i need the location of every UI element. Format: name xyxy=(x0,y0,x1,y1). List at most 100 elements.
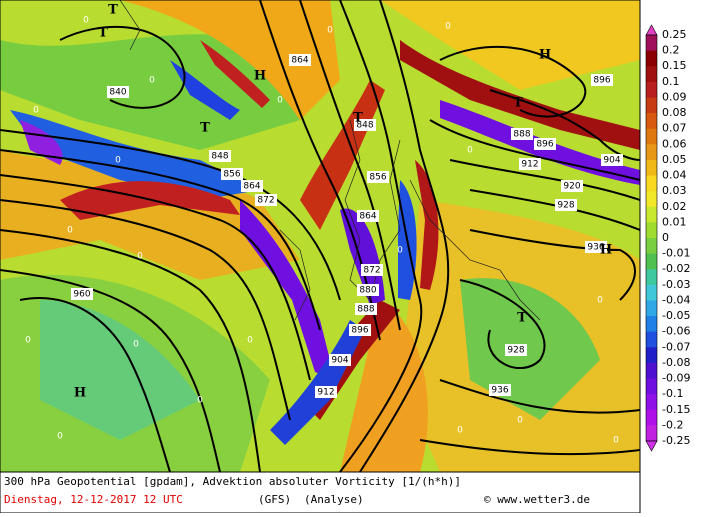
colorbar-label: 0.09 xyxy=(662,90,687,103)
contour-label-bg xyxy=(555,199,577,211)
colorbar-segment xyxy=(646,409,657,426)
colorbar-label: 0.02 xyxy=(662,200,687,213)
contour-label: 904 xyxy=(603,156,620,166)
contour-label: 840 xyxy=(109,88,126,98)
colorbar-label: 0.25 xyxy=(662,28,687,41)
pressure-center: T xyxy=(513,96,523,111)
contour-label-bg xyxy=(357,210,379,222)
colorbar: 0.25 0.2 0.15 0.1 0.09 0.08 0.07 0.06 0.05 0.04 0.… xyxy=(645,24,690,452)
colorbar-segment xyxy=(646,347,657,364)
colorbar-segment xyxy=(646,81,657,98)
contour-label-bg xyxy=(505,344,527,356)
zero-label: 0 xyxy=(327,26,333,36)
colorbar-label: -0.15 xyxy=(662,403,690,416)
colorbar-label: 0.06 xyxy=(662,137,687,150)
colorbar-segment xyxy=(646,191,657,208)
zero-label: 0 xyxy=(83,16,89,26)
colorbar-tip xyxy=(645,440,658,452)
contour-label-bg xyxy=(561,180,583,192)
caption-date: Dienstag, 12-12-2017 12 UTC xyxy=(4,493,183,506)
pressure-center: T xyxy=(200,121,210,136)
contour-label: 928 xyxy=(557,201,574,211)
colorbar-label: 0.2 xyxy=(662,44,680,57)
contour-label: 920 xyxy=(563,182,580,192)
colorbar-label: 0.01 xyxy=(662,215,687,228)
contour-label-bg xyxy=(519,158,541,170)
contours xyxy=(0,0,640,472)
contour-label-bg xyxy=(601,154,623,166)
caption-run: (Analyse) xyxy=(304,493,364,506)
contour-label: 864 xyxy=(291,56,308,66)
colorbar-segment xyxy=(646,159,657,177)
colorbar-frame xyxy=(645,34,658,442)
colorbar-label: -0.05 xyxy=(662,309,690,322)
zero-label: 0 xyxy=(67,226,73,236)
colorbar-label: -0.03 xyxy=(662,278,690,291)
contour-label-bg xyxy=(107,86,129,98)
colorbar-label: -0.02 xyxy=(662,262,690,275)
contour-label: 936 xyxy=(491,386,508,396)
colorbar-label: 0.05 xyxy=(662,153,687,166)
pressure-center: T xyxy=(108,3,118,18)
pressure-center: H xyxy=(74,386,86,401)
contour-label: 888 xyxy=(513,130,530,140)
caption-model: (GFS) xyxy=(258,493,291,506)
contour-label-bg xyxy=(71,288,93,300)
colorbar-label: 0.04 xyxy=(662,169,687,182)
colorbar-segment xyxy=(646,113,657,130)
zero-label: 0 xyxy=(25,336,31,346)
zero-label: 0 xyxy=(197,396,203,406)
contour-label: 888 xyxy=(357,305,374,315)
pressure-center: T xyxy=(98,26,108,41)
contour-label-bg xyxy=(591,74,613,86)
colorbar-segment xyxy=(646,362,657,380)
pressure-center: T xyxy=(517,311,527,326)
pressure-center: H xyxy=(600,243,612,258)
contour-label: 896 xyxy=(593,76,610,86)
colorbar-label: -0.09 xyxy=(662,372,690,385)
contour-label: 912 xyxy=(521,160,538,170)
colorbar-segment xyxy=(646,222,657,239)
pressure-center: H xyxy=(254,69,266,84)
colorbar-label: 0 xyxy=(662,231,669,244)
contour-label-bg xyxy=(289,54,311,66)
colorbar-segment xyxy=(646,144,657,161)
map-labels: 8408488568648728648488568648728808888969… xyxy=(25,3,623,446)
colorbar-segment xyxy=(646,175,657,192)
zero-label: 0 xyxy=(597,296,603,306)
contour-label: 856 xyxy=(223,170,240,180)
colorbar-label: 0.08 xyxy=(662,106,687,119)
contour-label-bg xyxy=(355,303,377,315)
colorbar-segment xyxy=(646,253,657,270)
colorbar-segment xyxy=(646,284,657,301)
contour-label-bg xyxy=(357,284,379,296)
colorbar-segment xyxy=(646,238,657,255)
contour-label: 872 xyxy=(257,196,274,206)
contour-label-bg xyxy=(354,119,376,131)
contour-label: 960 xyxy=(73,290,90,300)
zero-label: 0 xyxy=(57,432,63,442)
contour-label: 872 xyxy=(363,266,380,276)
colorbar-segment xyxy=(646,269,657,286)
contour-label: 896 xyxy=(351,326,368,336)
contour-label: 912 xyxy=(317,388,334,398)
colorbar-segment xyxy=(646,97,657,114)
zero-label: 0 xyxy=(277,96,283,106)
colorbar-label: -0.1 xyxy=(662,387,683,400)
contour-label-bg xyxy=(489,384,511,396)
contour-label: 880 xyxy=(359,286,376,296)
contour-label-bg xyxy=(361,264,383,276)
colorbar-label: 0.1 xyxy=(662,75,680,88)
contour-label: 936 xyxy=(587,243,604,253)
colorbar-segment xyxy=(646,50,657,67)
colorbar-label: 0.03 xyxy=(662,184,687,197)
contour-label: 864 xyxy=(359,212,376,222)
colorbar-segment xyxy=(646,300,657,317)
zero-label: 0 xyxy=(445,22,451,32)
contour-label: 928 xyxy=(507,346,524,356)
colorbar-label: 0.15 xyxy=(662,59,687,72)
caption-source: © www.wetter3.de xyxy=(484,493,590,506)
contour-label-bg xyxy=(367,171,389,183)
zero-label: 0 xyxy=(397,246,403,256)
